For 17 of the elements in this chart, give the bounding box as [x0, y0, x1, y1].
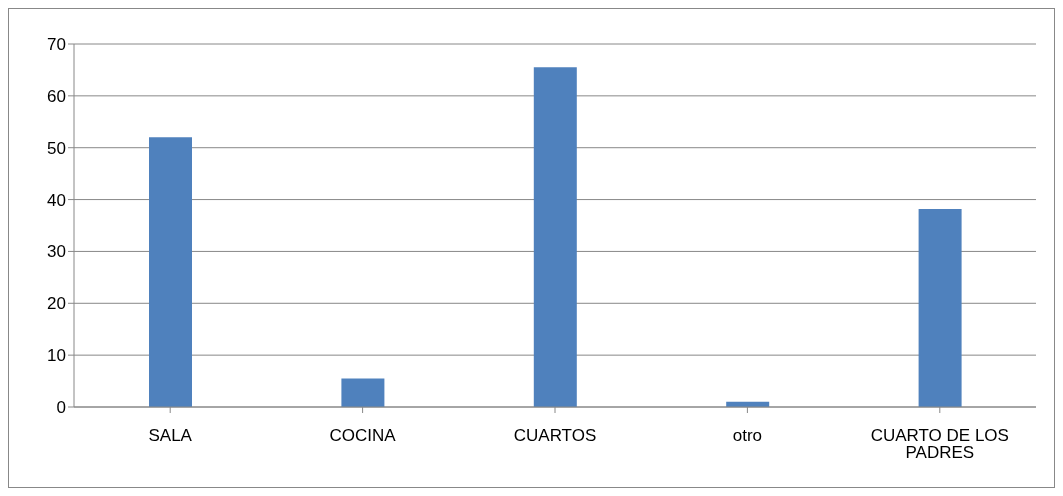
x-tick-label: COCINA [329, 426, 397, 446]
x-tick-label: SALA [148, 426, 193, 446]
bar [341, 378, 385, 407]
x-tick-label: CUARTOS [513, 426, 597, 446]
y-tick-label: 0 [56, 398, 66, 418]
y-tick-label: 50 [47, 138, 66, 158]
y-tick-label: 70 [47, 35, 66, 55]
y-tick-label: 30 [47, 242, 66, 262]
bar [918, 208, 962, 407]
y-tick-label: 60 [47, 86, 66, 106]
y-tick-label: 40 [47, 190, 66, 210]
y-tick-label: 10 [47, 346, 66, 366]
x-tick-label: otro [732, 426, 763, 446]
y-tick-label: 20 [47, 294, 66, 314]
bar [533, 67, 577, 407]
x-tick-label: CUARTO DE LOS PADRES [870, 426, 1009, 463]
bar [149, 137, 192, 407]
